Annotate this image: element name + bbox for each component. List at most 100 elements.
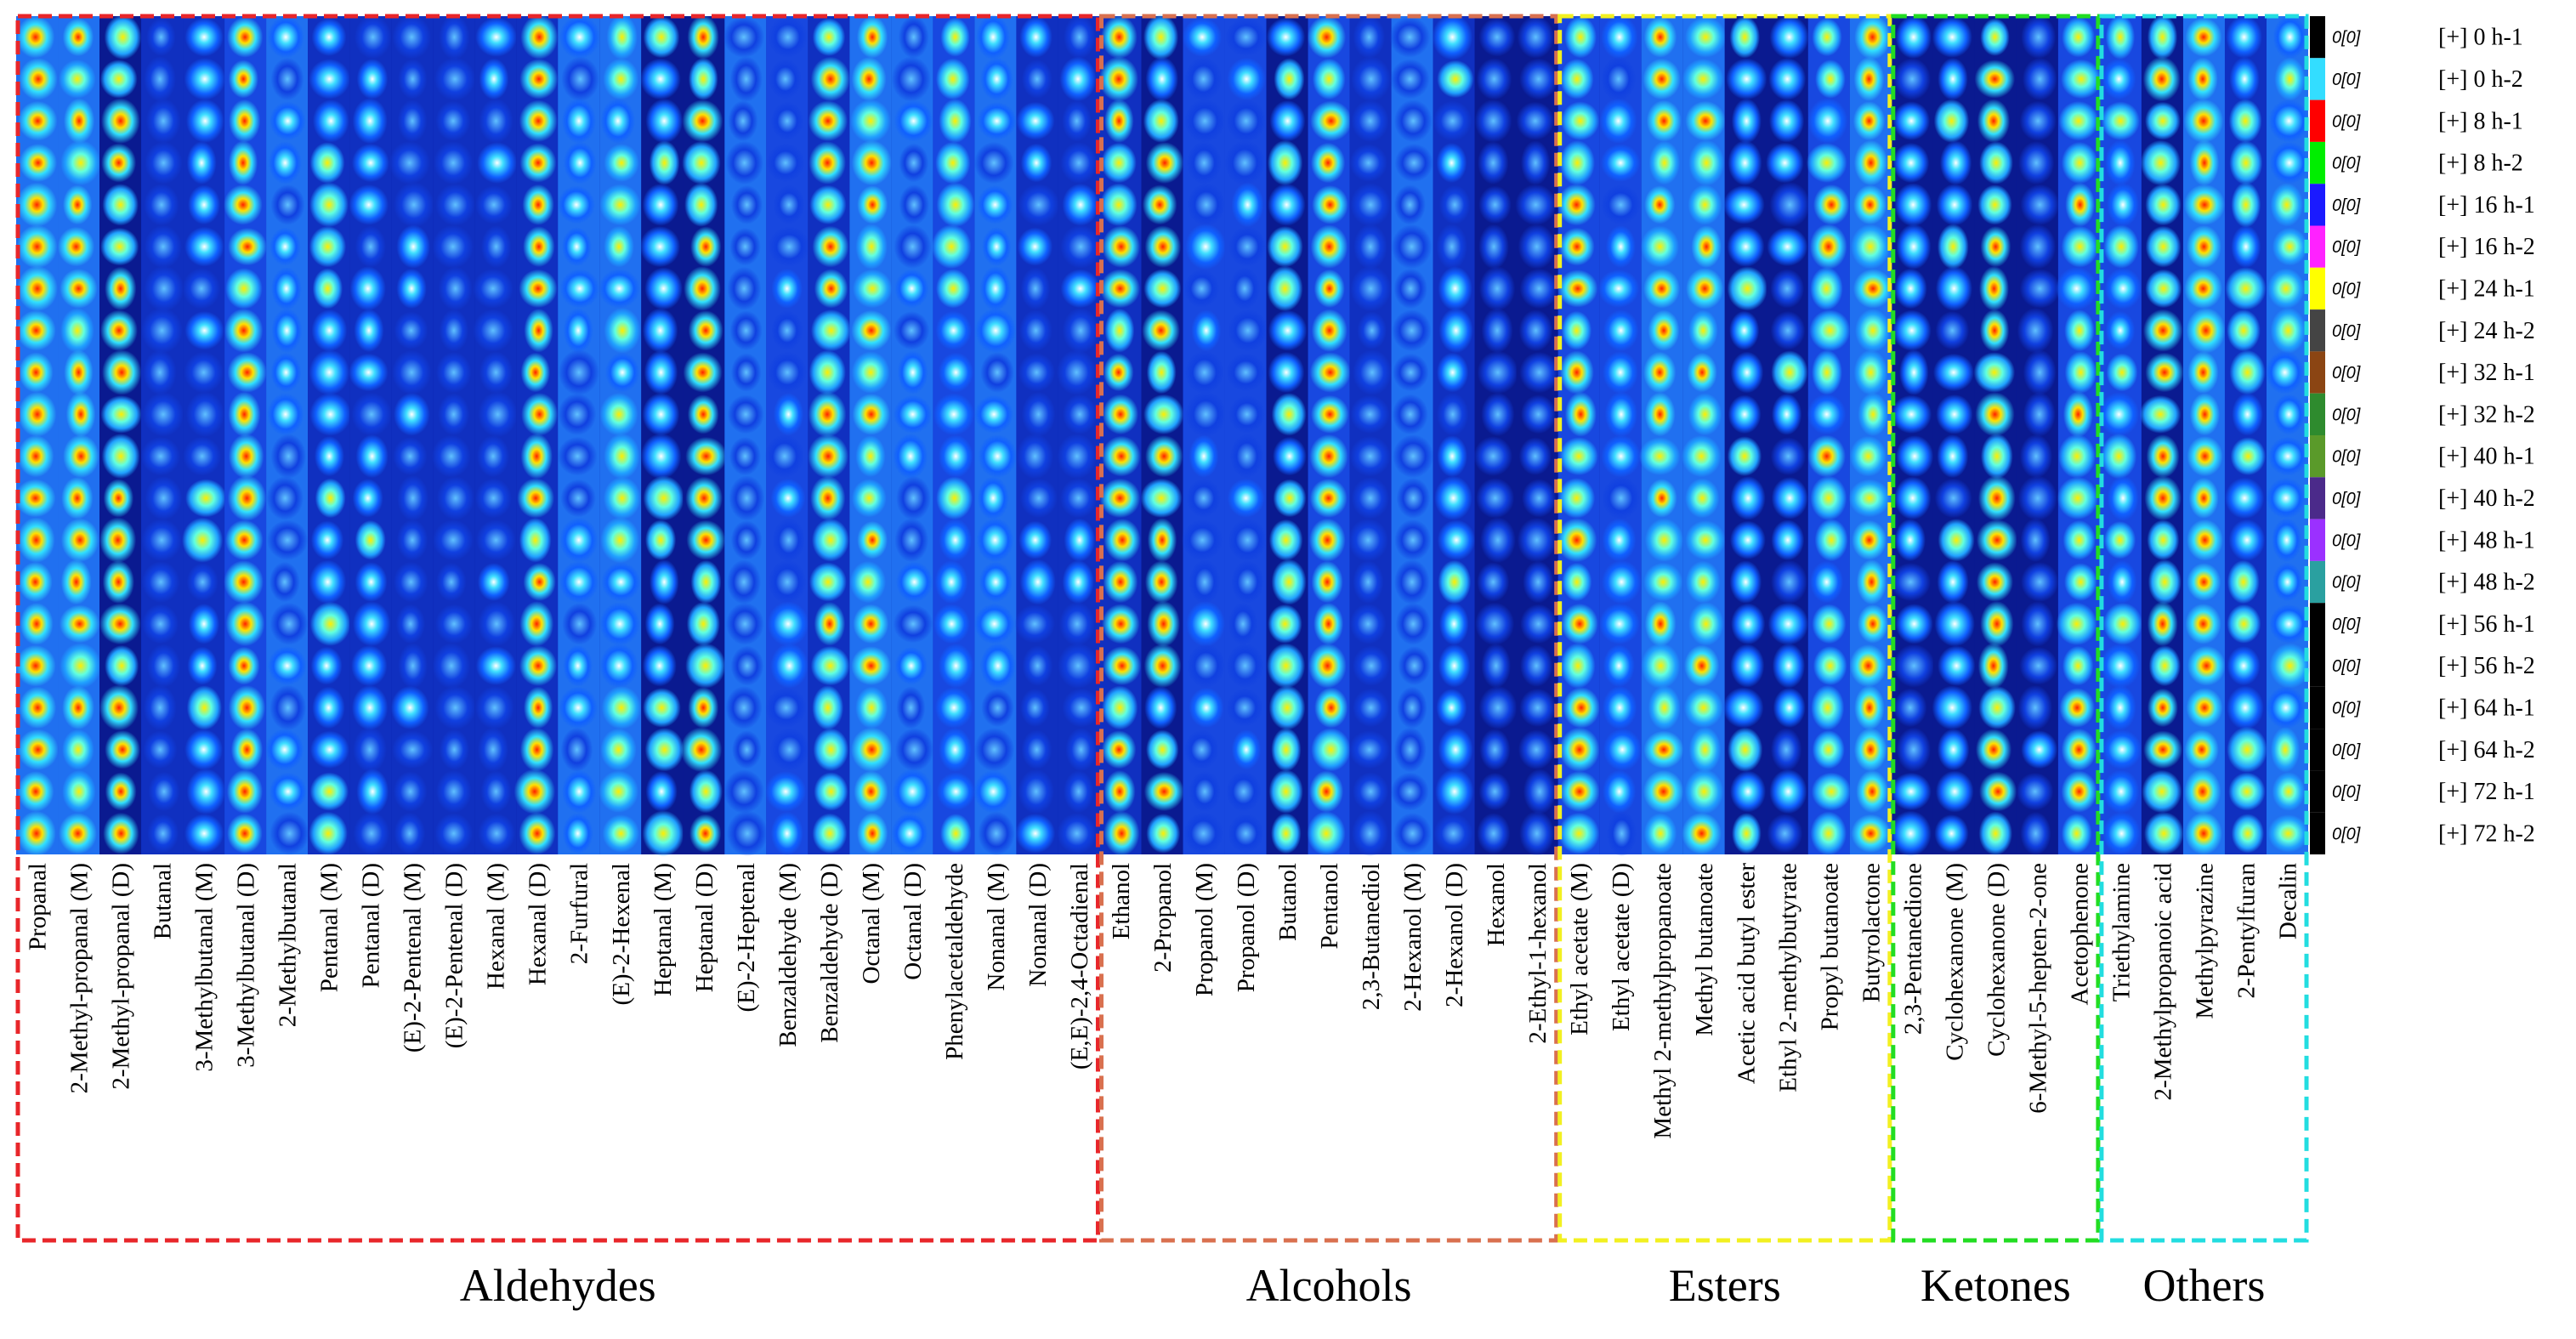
peak-spot [225, 601, 265, 647]
peak-spot [1853, 728, 1887, 772]
sample-label: [+] 32 h-2 [2438, 401, 2535, 428]
peak-spot [814, 269, 848, 309]
peak-spot [1016, 101, 1055, 140]
compound-label: Hexanol [1483, 863, 1510, 946]
peak-spot [644, 603, 675, 645]
peak-spot [1476, 478, 1515, 519]
compound-label: Nonanal (D) [1024, 863, 1052, 987]
peak-spot [1938, 519, 1975, 562]
peak-spot [1102, 604, 1140, 644]
peak-spot [2266, 686, 2306, 729]
peak-spot [1893, 688, 1927, 728]
peak-spot [352, 98, 388, 145]
sample-label: [+] 64 h-1 [2438, 695, 2535, 721]
peak-spot [517, 478, 555, 519]
peak-spot [1731, 603, 1766, 645]
peak-spot [1772, 643, 1806, 689]
peak-spot [1518, 309, 1553, 352]
peak-spot [2022, 57, 2057, 101]
peak-spot [768, 226, 810, 267]
peak-spot [352, 601, 391, 647]
compound-label: Benzaldehyde (M) [775, 863, 802, 1047]
peak-spot [312, 268, 343, 309]
peak-spot [1314, 687, 1348, 729]
peak-spot [1643, 269, 1681, 309]
peak-spot [601, 562, 641, 602]
peak-spot [1769, 769, 1807, 814]
peak-spot [1266, 17, 1306, 57]
peak-spot [1103, 353, 1134, 392]
peak-spot [1561, 603, 1598, 644]
group-label: Others [2142, 1260, 2265, 1311]
peak-spot [1183, 269, 1220, 309]
peak-spot [18, 391, 57, 437]
peak-spot [2272, 14, 2307, 60]
peak-spot [104, 14, 142, 60]
peak-spot [1351, 99, 1389, 143]
peak-spot [1559, 227, 1595, 266]
peak-spot [979, 265, 1012, 311]
peak-spot [1062, 100, 1092, 142]
peak-spot [2058, 434, 2096, 479]
peak-spot [1688, 309, 1718, 351]
peak-spot [1687, 352, 1717, 393]
peak-spot [729, 310, 763, 351]
peak-spot [604, 144, 639, 182]
peak-spot [309, 601, 351, 646]
peak-spot [479, 58, 509, 100]
peak-spot [1975, 392, 2015, 437]
peak-spot [2185, 17, 2222, 57]
sample-color [2310, 560, 2325, 604]
peak-spot [1519, 268, 1559, 309]
peak-spot [1603, 309, 1639, 352]
peak-spot [1100, 183, 1138, 227]
peak-spot [1809, 224, 1847, 270]
sample-color [2310, 770, 2325, 813]
peak-spot [1433, 813, 1473, 854]
peak-spot [1267, 265, 1303, 312]
peak-spot [101, 434, 140, 479]
peak-spot [561, 769, 597, 814]
peak-spot [1020, 688, 1050, 728]
peak-spot [773, 393, 804, 436]
peak-spot [2019, 269, 2061, 309]
peak-spot [1143, 269, 1182, 309]
peak-spot [1894, 268, 1927, 309]
peak-spot [2102, 58, 2136, 100]
peak-spot [19, 58, 58, 100]
peak-spot [2105, 14, 2136, 60]
sample-color [2310, 477, 2325, 519]
peak-spot [270, 684, 307, 731]
peak-spot [1851, 814, 1891, 853]
peak-spot [520, 14, 559, 60]
peak-spot [2061, 770, 2097, 813]
peak-spot [1311, 728, 1351, 772]
peak-spot [1644, 392, 1676, 437]
peak-spot [1309, 352, 1351, 393]
peak-spot [1351, 810, 1389, 857]
peak-spot [224, 519, 264, 561]
peak-spot [1268, 769, 1303, 814]
peak-spot [1975, 729, 2012, 771]
peak-spot [2142, 769, 2182, 814]
peak-spot [2270, 727, 2301, 773]
peak-spot [1688, 184, 1722, 225]
peak-spot [1393, 559, 1430, 605]
peak-spot [1397, 686, 1427, 729]
peak-spot [1726, 58, 1767, 100]
peak-spot [1722, 687, 1764, 729]
peak-spot [1268, 519, 1303, 561]
peak-spot [1770, 437, 1807, 476]
peak-spot [392, 730, 434, 769]
peak-spot [773, 184, 805, 224]
peak-spot [893, 433, 928, 479]
peak-spot [810, 475, 846, 521]
peak-spot [1729, 560, 1762, 604]
compound-label: Acetic acid butyl ester [1733, 863, 1760, 1084]
peak-spot [726, 810, 769, 857]
peak-spot [1434, 475, 1472, 520]
peak-spot [270, 602, 309, 645]
peak-spot [227, 474, 267, 521]
peak-spot [1438, 308, 1473, 354]
peak-spot [725, 602, 764, 645]
